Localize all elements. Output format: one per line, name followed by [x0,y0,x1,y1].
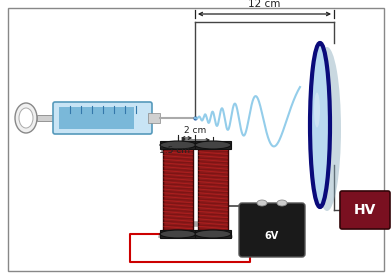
Bar [37,115,55,121]
Ellipse shape [19,108,33,128]
Bar [198,148,228,230]
FancyBboxPatch shape [53,102,152,134]
Bar [195,230,231,238]
Ellipse shape [160,141,196,149]
Text: 1.5 cm: 1.5 cm [159,146,190,155]
Ellipse shape [257,200,267,206]
Text: HV: HV [354,203,376,217]
Ellipse shape [310,43,330,207]
Ellipse shape [314,93,320,128]
FancyBboxPatch shape [239,203,305,257]
Ellipse shape [195,230,231,238]
Bar [160,141,196,149]
Text: 12 cm: 12 cm [248,0,281,9]
Bar [160,230,196,238]
FancyBboxPatch shape [340,191,390,229]
Text: 6V: 6V [265,231,279,241]
Ellipse shape [15,103,37,133]
Ellipse shape [313,47,341,211]
Ellipse shape [160,230,196,238]
Ellipse shape [277,200,287,206]
Bar [59,107,134,129]
Bar [195,141,231,149]
Ellipse shape [195,141,231,149]
Text: 2 cm: 2 cm [184,126,207,135]
Bar [163,148,193,230]
Bar [148,113,160,123]
